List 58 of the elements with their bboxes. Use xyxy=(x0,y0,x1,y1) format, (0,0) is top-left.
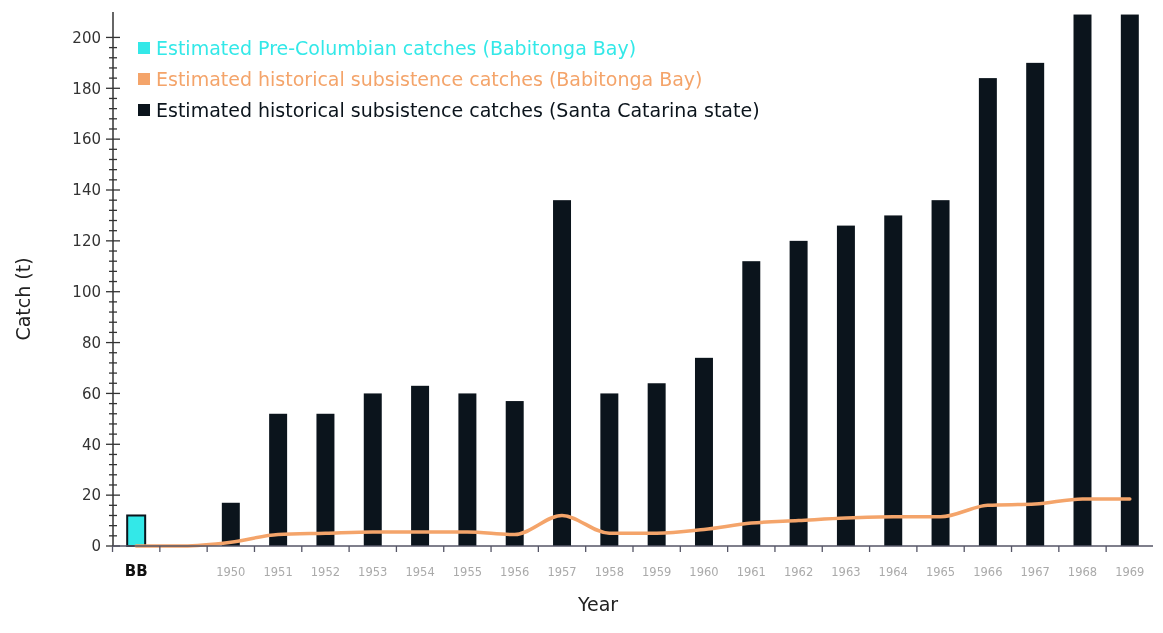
x-tick-label: 1964 xyxy=(878,565,908,579)
x-tick-label: 1955 xyxy=(452,565,483,579)
bar xyxy=(411,385,430,546)
bar xyxy=(458,393,477,546)
x-tick-label: 1965 xyxy=(925,565,956,579)
x-tick-label: 1953 xyxy=(358,565,388,579)
bar xyxy=(884,215,903,546)
x-tick-label: 1950 xyxy=(216,565,246,579)
bar xyxy=(269,413,288,546)
y-tick-label: 80 xyxy=(81,333,101,352)
bar xyxy=(553,200,572,546)
bar xyxy=(694,357,713,546)
x-tick-label: 1959 xyxy=(642,565,672,579)
y-tick-label: 180 xyxy=(72,79,101,98)
x-tick-label: 1960 xyxy=(689,565,719,579)
bar xyxy=(1073,14,1092,546)
x-tick-label: 1958 xyxy=(594,565,624,579)
y-tick-label: 60 xyxy=(81,384,101,403)
x-tick-label: 1969 xyxy=(1115,565,1145,579)
bar xyxy=(647,383,666,546)
y-tick-label: 120 xyxy=(72,232,101,251)
bar xyxy=(600,393,619,546)
bar xyxy=(1026,62,1045,546)
x-tick-label: 1952 xyxy=(310,565,341,579)
y-tick-label: 0 xyxy=(91,537,101,556)
x-tick-label: 1963 xyxy=(831,565,861,579)
legend-label: Estimated historical subsistence catches (Santa Catarina state) xyxy=(156,98,760,121)
x-tick-label: 1954 xyxy=(405,565,435,579)
x-tick-label: 1967 xyxy=(1020,565,1050,579)
x-tick-label: 1961 xyxy=(736,565,766,579)
legend-label: Estimated historical subsistence catches (Babitonga Bay) xyxy=(156,67,703,90)
bar xyxy=(505,401,524,546)
bar xyxy=(363,393,382,546)
x-tick-label: 1968 xyxy=(1067,565,1098,579)
x-tick-label: 1957 xyxy=(547,565,577,579)
y-tick-label: 20 xyxy=(81,486,101,505)
x-axis-title: Year xyxy=(576,593,619,615)
bar xyxy=(836,225,855,546)
x-tick-label: 1966 xyxy=(973,565,1003,579)
bar xyxy=(316,413,335,546)
bar xyxy=(1120,14,1139,546)
y-axis-title: Catch (t) xyxy=(12,257,34,341)
x-tick-label: 1951 xyxy=(263,565,293,579)
line-series xyxy=(134,497,1132,548)
bar xyxy=(931,200,950,546)
y-tick-label: 40 xyxy=(81,435,101,454)
x-tick-label: 1962 xyxy=(783,565,814,579)
bar xyxy=(126,514,147,547)
y-tick-label: 140 xyxy=(72,181,101,200)
bar xyxy=(789,240,808,546)
y-tick-label: 100 xyxy=(72,282,101,301)
y-tick-label: 200 xyxy=(72,28,101,47)
x-tick-label: BB xyxy=(124,562,148,580)
bar xyxy=(742,261,761,546)
bar xyxy=(978,78,997,546)
legend-label: Estimated Pre-Columbian catches (Babitonga Bay) xyxy=(156,36,637,59)
y-tick-label: 160 xyxy=(72,130,101,149)
x-tick-label: 1956 xyxy=(500,565,530,579)
